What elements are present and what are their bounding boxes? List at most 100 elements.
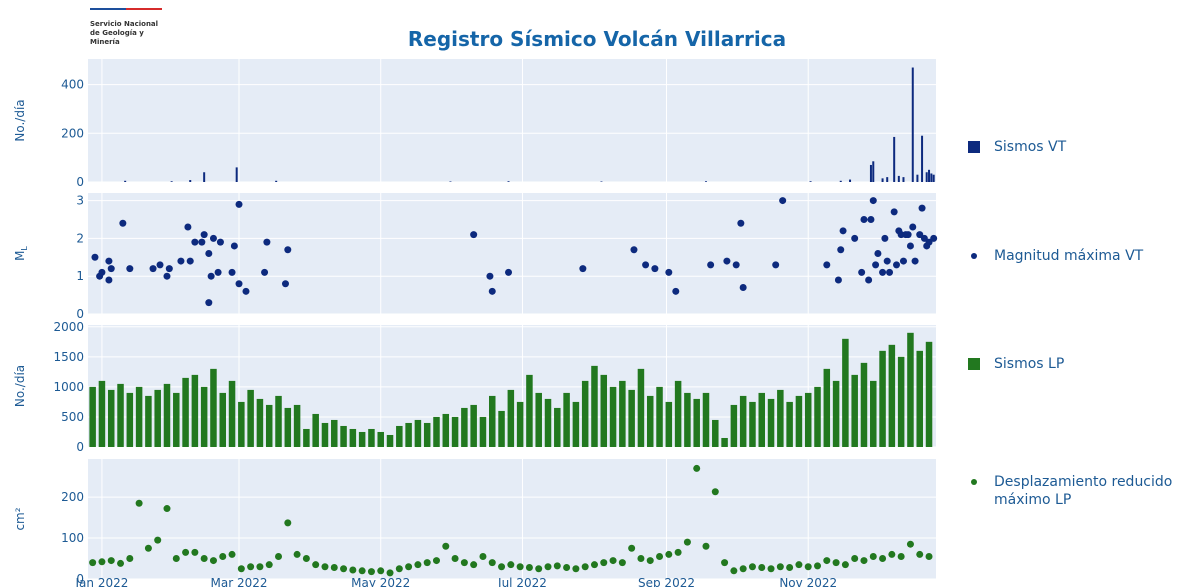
point (205, 250, 213, 257)
bar (200, 386, 208, 447)
point (890, 208, 898, 216)
y-axis-label-text: No./día (13, 99, 27, 141)
bar (154, 389, 161, 447)
bar (702, 392, 710, 447)
point (683, 538, 691, 546)
point (98, 268, 106, 276)
point (879, 555, 887, 563)
bar (600, 374, 608, 447)
point (804, 563, 812, 571)
point (579, 265, 587, 273)
point (918, 204, 926, 212)
point (105, 257, 113, 265)
legend-label: Sismos LP (994, 356, 1065, 372)
point (732, 261, 740, 269)
point (767, 565, 775, 573)
point (858, 268, 866, 276)
y-tick-label: 2000 (53, 320, 84, 334)
point (642, 261, 650, 269)
bar (704, 181, 707, 182)
y-tick-label: 200 (61, 126, 84, 140)
plot-background (88, 193, 936, 314)
point (247, 563, 255, 571)
point (330, 564, 338, 572)
bar (758, 392, 766, 447)
bar (839, 180, 842, 182)
point (242, 287, 250, 295)
bar (804, 392, 812, 447)
point (851, 555, 859, 563)
point (909, 223, 917, 231)
point (470, 561, 478, 569)
y-tick-label: 100 (61, 531, 84, 545)
point (702, 542, 710, 550)
bar (507, 389, 515, 447)
legend-marker (971, 479, 977, 485)
bar (507, 181, 510, 182)
bar (712, 419, 719, 447)
bar (739, 395, 747, 447)
point (886, 268, 894, 276)
bar (932, 174, 935, 182)
y-axis-label-text: cm² (13, 507, 27, 530)
point (451, 555, 459, 563)
y-axis-label-sub: L (20, 246, 29, 251)
bar (442, 413, 450, 447)
x-tick-label: Nov 2022 (779, 576, 837, 587)
point (916, 550, 924, 558)
y-tick-label: 1 (76, 269, 84, 283)
point (228, 268, 236, 276)
bar (767, 398, 775, 447)
point (911, 257, 919, 265)
point (479, 552, 487, 560)
y-tick-label: 400 (61, 78, 84, 92)
point (609, 557, 617, 565)
point (442, 542, 450, 550)
point (823, 261, 831, 269)
point (748, 563, 756, 571)
bar (98, 380, 106, 447)
bar (396, 425, 403, 447)
bar (888, 344, 896, 447)
point (119, 219, 127, 227)
bar (405, 422, 412, 447)
point (265, 561, 273, 569)
logo-bar (90, 8, 162, 10)
point (920, 234, 928, 242)
bar (832, 380, 840, 447)
point (525, 564, 533, 572)
bar (860, 362, 868, 447)
point (823, 557, 831, 565)
point (841, 561, 849, 569)
point (776, 563, 784, 571)
point (572, 565, 580, 573)
bar (893, 136, 896, 182)
y-axis-label-text: M (13, 251, 27, 261)
bar (498, 410, 505, 447)
bar (284, 407, 292, 447)
bar (461, 407, 468, 447)
bar (228, 380, 236, 447)
bar (312, 413, 319, 447)
point (869, 552, 877, 560)
point (126, 265, 134, 273)
bar (872, 161, 875, 182)
bar (423, 422, 431, 447)
point (795, 561, 803, 569)
bar (189, 180, 192, 182)
point (488, 559, 496, 567)
bar (870, 380, 877, 447)
point (837, 246, 845, 254)
bar (777, 389, 784, 447)
point (721, 559, 729, 567)
point (897, 552, 905, 560)
legend-marker (971, 253, 977, 259)
point (881, 234, 889, 242)
bar (544, 398, 552, 447)
point (758, 564, 766, 572)
bar (730, 404, 738, 447)
point (321, 563, 329, 571)
point (263, 238, 271, 246)
bar (637, 368, 645, 447)
bar (869, 164, 872, 182)
